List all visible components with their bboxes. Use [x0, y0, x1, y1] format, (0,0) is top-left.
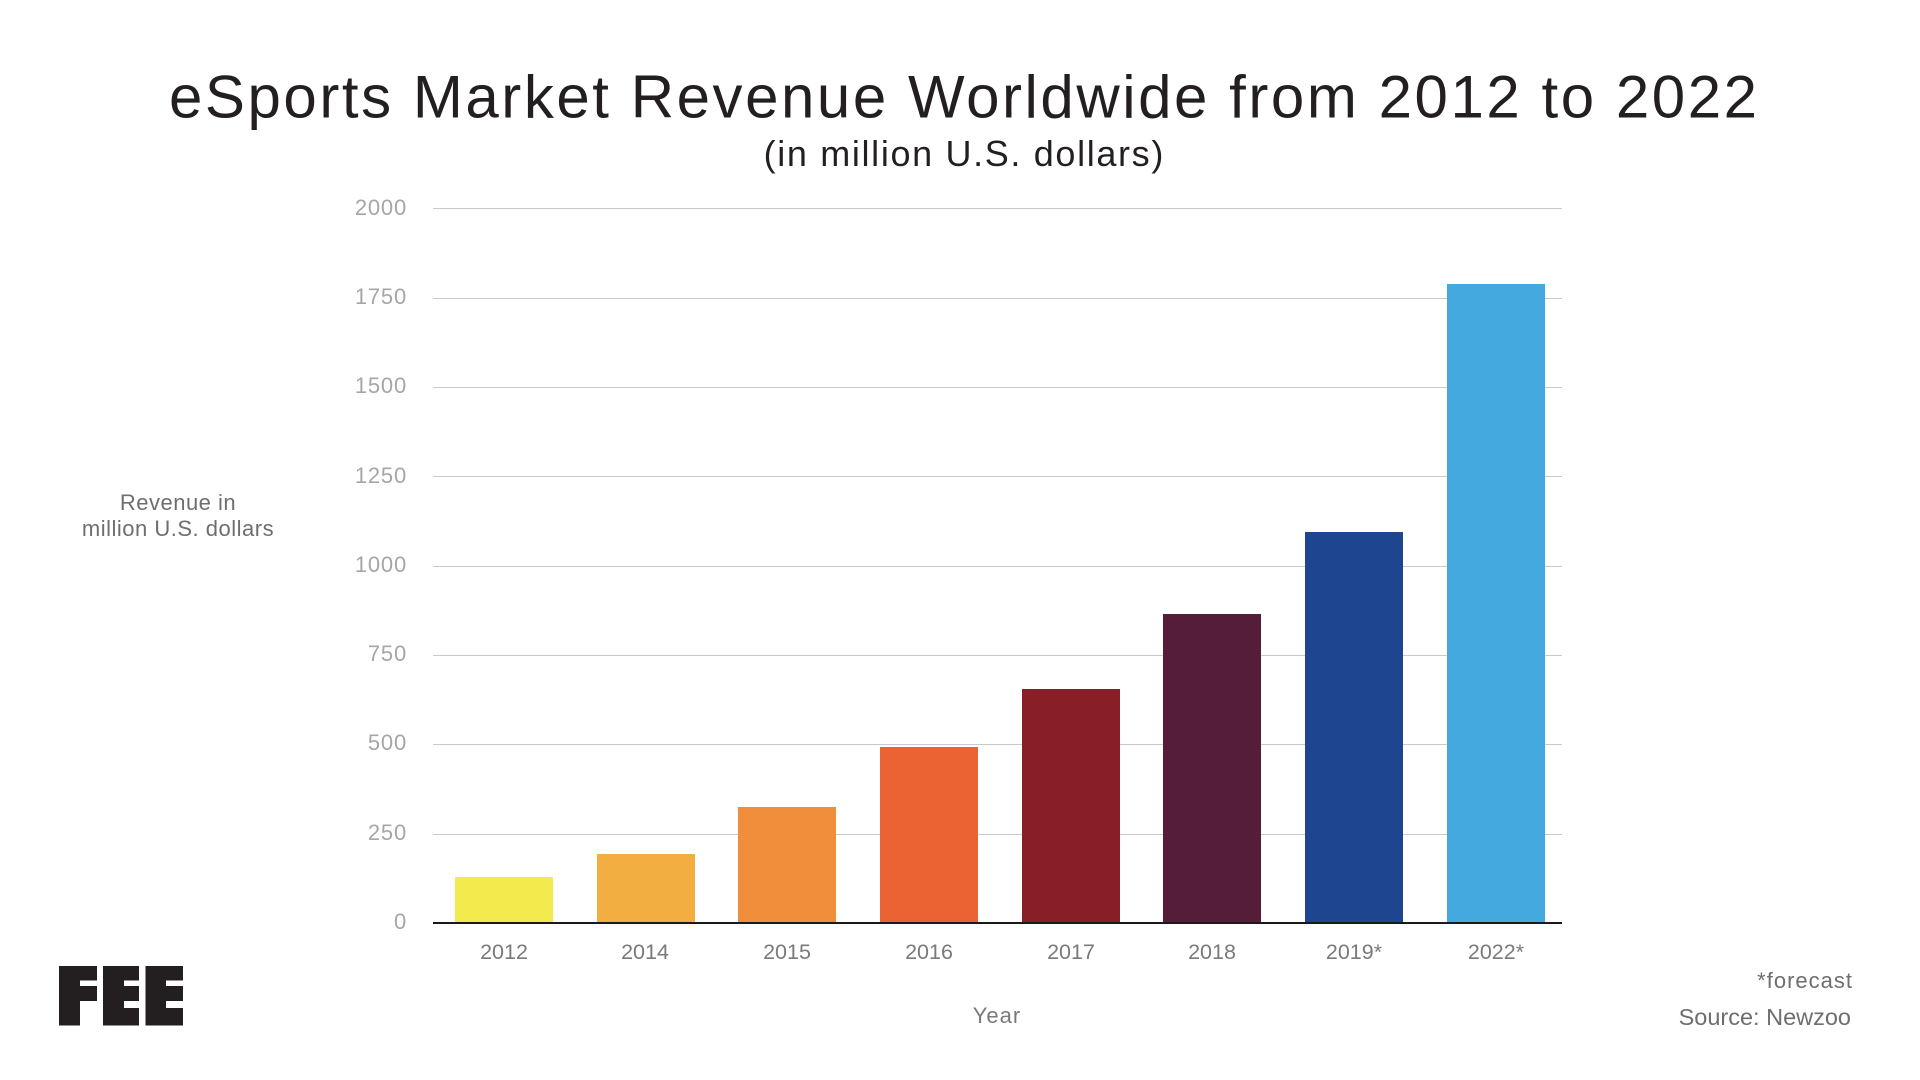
svg-text:eSports Market Revenue Worldwi: eSports Market Revenue Worldwide from 20… — [169, 64, 1757, 131]
